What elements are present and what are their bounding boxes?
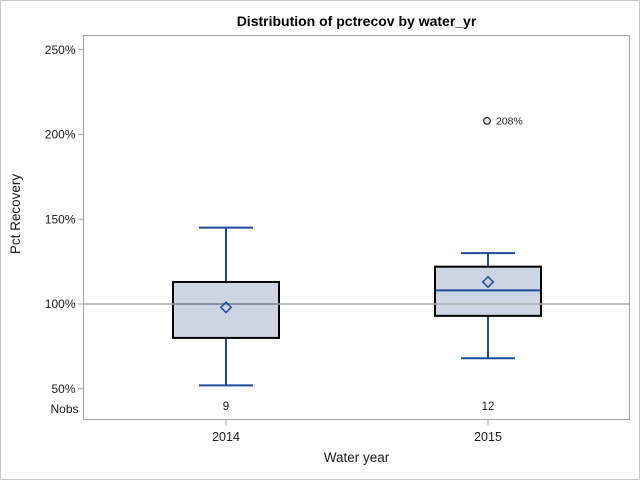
nobs-value: 9	[223, 401, 229, 413]
y-axis-tick-label: 250%	[45, 43, 76, 57]
y-axis-tick-label: 150%	[45, 212, 76, 226]
plot-area-border	[83, 35, 630, 420]
mean-diamond-marker	[481, 275, 495, 289]
x-axis-title: Water year	[324, 450, 390, 465]
chart-title: Distribution of pctrecov by water_yr	[236, 13, 477, 29]
y-axis-tick-label: 100%	[45, 297, 76, 311]
y-axis-tick-label: 50%	[51, 382, 75, 396]
nobs-row-label: Nobs	[50, 402, 78, 416]
x-axis-tick-label: 2014	[212, 430, 240, 444]
y-axis-title: Pct Recovery	[8, 174, 23, 255]
outlier-marker	[483, 116, 491, 125]
box-iqr	[172, 280, 280, 339]
x-axis-tick-label: 2015	[474, 430, 502, 444]
mean-diamond-marker	[219, 301, 233, 314]
outlier-label: 208%	[496, 116, 523, 128]
nobs-value: 12	[482, 401, 495, 413]
y-axis-tick-label: 200%	[45, 128, 76, 142]
